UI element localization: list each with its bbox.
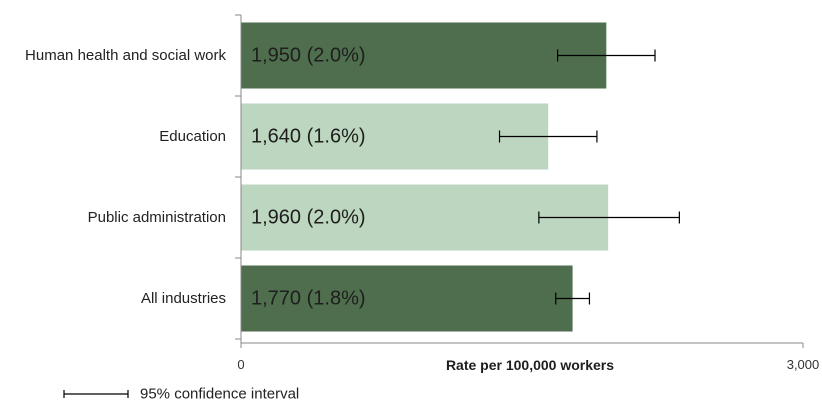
bar — [241, 103, 549, 170]
bar — [241, 265, 573, 332]
x-tick-label: 3,000 — [787, 357, 820, 372]
legend-label: 95% confidence interval — [140, 386, 299, 403]
bars-layer — [241, 22, 609, 332]
data-label: 1,960 (2.0%) — [251, 207, 366, 229]
category-label: Public administration — [88, 209, 226, 226]
data-label: 1,770 (1.8%) — [251, 288, 366, 310]
x-tick-label: 0 — [237, 357, 244, 372]
data-label: 1,950 (2.0%) — [251, 45, 366, 67]
legend: 95% confidence interval — [63, 386, 299, 403]
labels-layer: 1,950 (2.0%) Human health and social work… — [25, 45, 680, 310]
data-label: 1,640 (1.6%) — [251, 126, 366, 148]
axis-layer: 0 3,000 Rate per 100,000 workers — [235, 14, 820, 373]
x-axis-title: Rate per 100,000 workers — [446, 357, 614, 373]
category-label: Education — [159, 128, 226, 145]
category-label: All industries — [141, 290, 226, 307]
bar — [241, 22, 607, 89]
category-label: Human health and social work — [25, 47, 226, 64]
